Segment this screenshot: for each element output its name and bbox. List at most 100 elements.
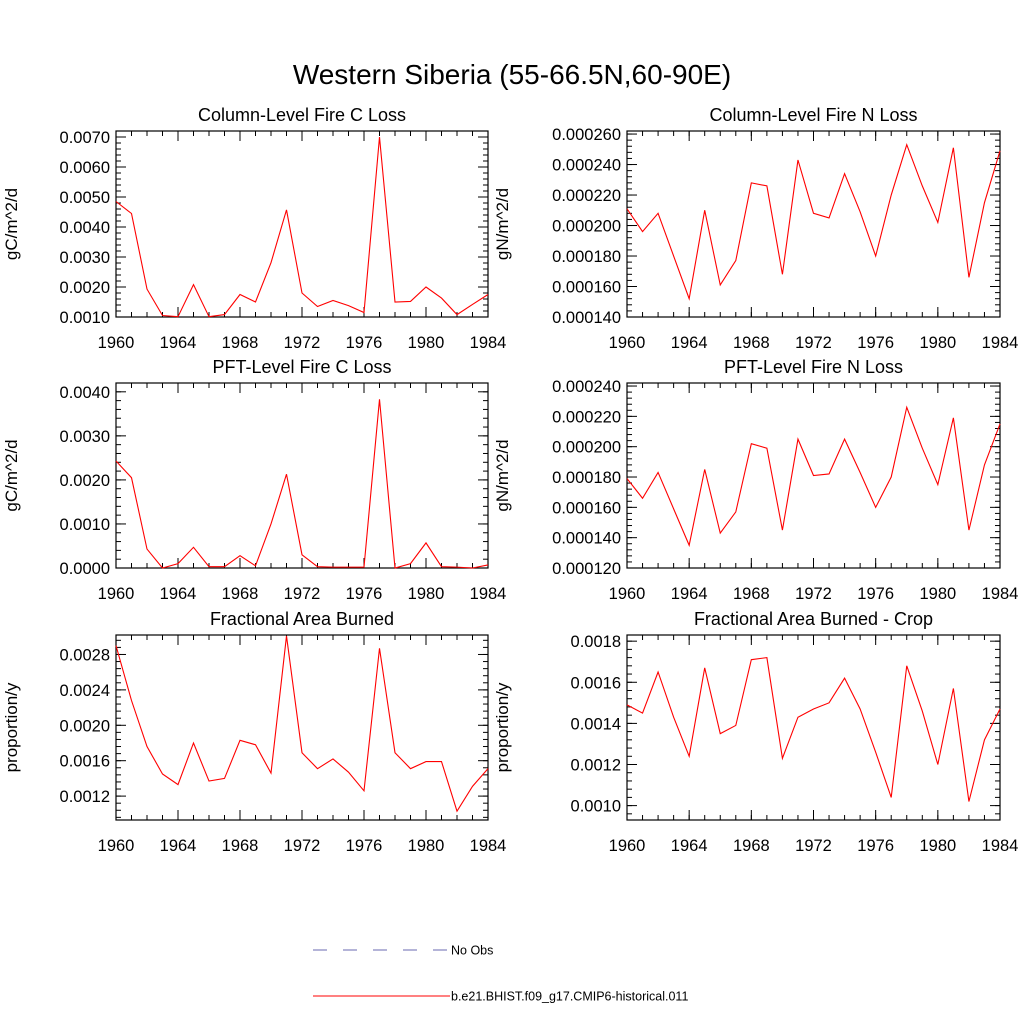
x-tick-label: 1980	[408, 334, 445, 352]
x-tick-label: 1972	[795, 837, 832, 855]
y-axis-label: gC/m^2/d	[2, 188, 21, 260]
x-tick-label: 1984	[982, 585, 1019, 603]
y-tick-label: 0.0016	[571, 674, 621, 692]
x-tick-label: 1960	[98, 837, 135, 855]
chart-panels: Column-Level Fire C Loss gC/m^2/d 1960 1964…	[2, 105, 1018, 855]
plot-frame	[626, 130, 1001, 318]
y-axis-label: gN/m^2/d	[493, 188, 512, 260]
x-tick-label: 1964	[160, 334, 197, 352]
x-tick-label: 1964	[160, 585, 197, 603]
x-tick-label: 1964	[671, 334, 708, 352]
y-tick-label: 0.0016	[60, 753, 110, 771]
y-tick-label: 0.0020	[60, 717, 110, 735]
y-axis-label: gN/m^2/d	[493, 439, 512, 511]
x-tick-label: 1968	[222, 334, 259, 352]
y-tick-label: 0.0030	[60, 249, 110, 267]
panel-title: Fractional Area Burned - Crop	[694, 609, 933, 629]
plot-frame	[626, 382, 1001, 569]
y-tick-label: 0.000220	[552, 187, 621, 205]
panel-title: Column-Level Fire N Loss	[709, 105, 917, 125]
panel-title: Column-Level Fire C Loss	[198, 105, 406, 125]
y-tick-label: 0.0000	[60, 560, 110, 578]
series-line-1	[626, 143, 1001, 301]
y-axis-label: proportion/y	[2, 682, 21, 772]
legend: No Obs b.e21.BHIST.f09_g17.CMIP6-histori…	[313, 944, 688, 1004]
y-tick-label: 0.000220	[552, 408, 621, 426]
x-tick-label: 1980	[919, 334, 956, 352]
x-tick-label: 1976	[346, 585, 383, 603]
y-tick-label: 0.000240	[552, 378, 621, 396]
y-tick-label: 0.0040	[60, 384, 110, 402]
y-tick-label: 0.0010	[60, 516, 110, 534]
x-tick-label: 1980	[919, 585, 956, 603]
y-tick-label: 0.0014	[571, 715, 621, 733]
y-tick-label: 0.0030	[60, 428, 110, 446]
y-tick-label: 0.0020	[60, 279, 110, 297]
x-tick-label: 1964	[671, 585, 708, 603]
chart-panel-6: Fractional Area Burned - Crop proportion/…	[493, 609, 1018, 855]
x-tick-label: 1968	[733, 585, 770, 603]
chart-panel-4: PFT-Level Fire N Loss gN/m^2/d 1960 1964 196…	[493, 357, 1018, 603]
panel-title: PFT-Level Fire C Loss	[212, 357, 391, 377]
figure-title: Western Siberia (55-66.5N,60-90E)	[293, 59, 731, 90]
y-tick-label: 0.0012	[571, 757, 621, 775]
chart-panel-3: PFT-Level Fire C Loss gC/m^2/d 1960 1964 196…	[2, 357, 506, 603]
x-tick-label: 1968	[733, 334, 770, 352]
y-tick-label: 0.000180	[552, 469, 621, 487]
plot-frame	[115, 382, 489, 569]
plot-frame	[115, 130, 489, 318]
y-tick-label: 0.0060	[60, 159, 110, 177]
chart-panel-2: Column-Level Fire N Loss gN/m^2/d 1960 1964…	[493, 105, 1018, 352]
y-tick-label: 0.000200	[552, 439, 621, 457]
y-tick-label: 0.0018	[571, 633, 621, 651]
y-tick-label: 0.0070	[60, 129, 110, 147]
chart-panel-5: Fractional Area Burned proportion/y 1960 19…	[2, 609, 506, 855]
panel-title: Fractional Area Burned	[210, 609, 394, 629]
x-tick-label: 1972	[284, 334, 321, 352]
plot-frame	[626, 634, 1001, 821]
x-tick-label: 1972	[795, 334, 832, 352]
y-axis-label: proportion/y	[493, 682, 512, 772]
plot-frame	[115, 634, 489, 821]
series-line-1	[115, 635, 489, 813]
y-tick-label: 0.000240	[552, 157, 621, 175]
x-tick-label: 1960	[98, 585, 135, 603]
legend-model-label: b.e21.BHIST.f09_g17.CMIP6-historical.011	[451, 990, 688, 1004]
y-tick-label: 0.000160	[552, 279, 621, 297]
x-tick-label: 1968	[222, 585, 259, 603]
series-line-1	[626, 405, 1001, 548]
y-tick-label: 0.0010	[60, 309, 110, 327]
x-tick-label: 1980	[408, 837, 445, 855]
y-tick-label: 0.0010	[571, 798, 621, 816]
x-tick-label: 1984	[470, 585, 507, 603]
x-tick-label: 1972	[795, 585, 832, 603]
y-tick-label: 0.000120	[552, 560, 621, 578]
x-tick-label: 1976	[346, 334, 383, 352]
series-line-1	[626, 656, 1001, 802]
y-tick-label: 0.0050	[60, 189, 110, 207]
panel-title: PFT-Level Fire N Loss	[724, 357, 903, 377]
x-tick-label: 1984	[982, 334, 1019, 352]
x-tick-label: 1980	[919, 837, 956, 855]
x-tick-label: 1984	[470, 334, 507, 352]
x-tick-label: 1968	[222, 837, 259, 855]
x-tick-label: 1984	[470, 837, 507, 855]
y-tick-label: 0.0040	[60, 219, 110, 237]
y-tick-label: 0.0028	[60, 646, 110, 664]
x-tick-label: 1964	[160, 837, 197, 855]
y-tick-label: 0.0012	[60, 788, 110, 806]
legend-obs-label: No Obs	[451, 944, 493, 958]
x-tick-label: 1968	[733, 837, 770, 855]
y-axis-label: gC/m^2/d	[2, 439, 21, 511]
x-tick-label: 1976	[857, 837, 894, 855]
chart-panel-1: Column-Level Fire C Loss gC/m^2/d 1960 1964…	[2, 105, 506, 352]
x-tick-label: 1980	[408, 585, 445, 603]
y-tick-label: 0.000140	[552, 530, 621, 548]
y-tick-label: 0.000260	[552, 126, 621, 144]
x-tick-label: 1984	[982, 837, 1019, 855]
x-tick-label: 1964	[671, 837, 708, 855]
x-tick-label: 1976	[857, 334, 894, 352]
y-tick-label: 0.000200	[552, 218, 621, 236]
x-tick-label: 1960	[609, 585, 646, 603]
x-tick-label: 1972	[284, 837, 321, 855]
